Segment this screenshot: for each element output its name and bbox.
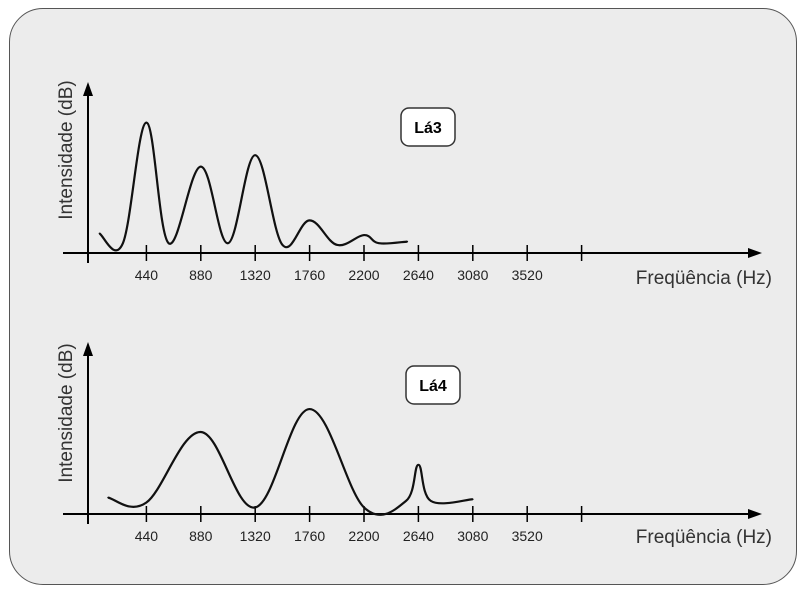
data-point <box>363 234 365 236</box>
y-axis-arrow <box>83 342 93 356</box>
x-tick-label: 2640 <box>403 528 434 544</box>
x-tick-label: 1320 <box>240 267 271 283</box>
data-point <box>227 242 229 245</box>
chart-2: 440 880 1320 1760 2200 2640 3080 3520 Intensidad… <box>56 342 772 548</box>
x-tick-label: 1760 <box>294 267 325 283</box>
x-tick-label: 440 <box>135 528 159 544</box>
data-point <box>98 232 101 235</box>
data-point <box>122 242 124 245</box>
data-point <box>405 500 407 502</box>
x-tick-label: 440 <box>135 267 159 283</box>
data-point <box>336 244 338 246</box>
x-tick-label: 880 <box>189 528 213 544</box>
y-axis-label: Intensidade (dB) <box>56 343 77 482</box>
x-tick-label: 3080 <box>457 267 488 283</box>
data-point <box>167 242 170 245</box>
x-axis-arrow <box>748 509 762 519</box>
x-axis-label: Freqüência (Hz) <box>636 527 772 548</box>
data-point <box>429 500 432 502</box>
data-point <box>281 244 284 246</box>
x-tick-label: 3520 <box>512 528 543 544</box>
series-line <box>107 407 473 516</box>
data-point <box>200 431 202 433</box>
data-point <box>200 165 202 168</box>
x-tick-label: 880 <box>189 267 213 283</box>
data-point <box>308 219 311 222</box>
data-point <box>254 506 256 509</box>
x-axis-label: Freqüência (Hz) <box>636 268 772 289</box>
y-axis-label: Intensidade (dB) <box>56 80 77 219</box>
x-tick-label: 1320 <box>240 528 271 544</box>
data-point <box>145 121 148 124</box>
x-tick-label: 2640 <box>403 267 434 283</box>
data-point <box>145 501 148 504</box>
data-point <box>406 240 409 243</box>
data-point <box>417 464 420 466</box>
x-tick-label: 3520 <box>512 267 543 283</box>
chart-panel <box>9 8 797 585</box>
chart-title: Lá4 <box>419 378 447 395</box>
x-tick-label: 2200 <box>348 528 379 544</box>
title-badge <box>400 107 456 147</box>
data-point <box>378 242 380 245</box>
data-point <box>308 408 311 410</box>
x-tick-label: 2200 <box>348 267 379 283</box>
series-line <box>98 121 408 252</box>
title-badge <box>405 365 461 405</box>
y-axis-arrow <box>83 82 93 96</box>
x-tick-label: 3080 <box>457 528 488 544</box>
x-axis-arrow <box>748 248 762 258</box>
chart-1: 440 880 1320 1760 2200 2640 3080 3520 Intensidad… <box>56 80 772 289</box>
data-point <box>363 506 365 509</box>
data-point <box>254 154 256 156</box>
chart-title: Lá3 <box>414 120 442 137</box>
data-point <box>107 496 109 499</box>
data-point <box>472 498 474 501</box>
x-tick-label: 1760 <box>294 528 325 544</box>
